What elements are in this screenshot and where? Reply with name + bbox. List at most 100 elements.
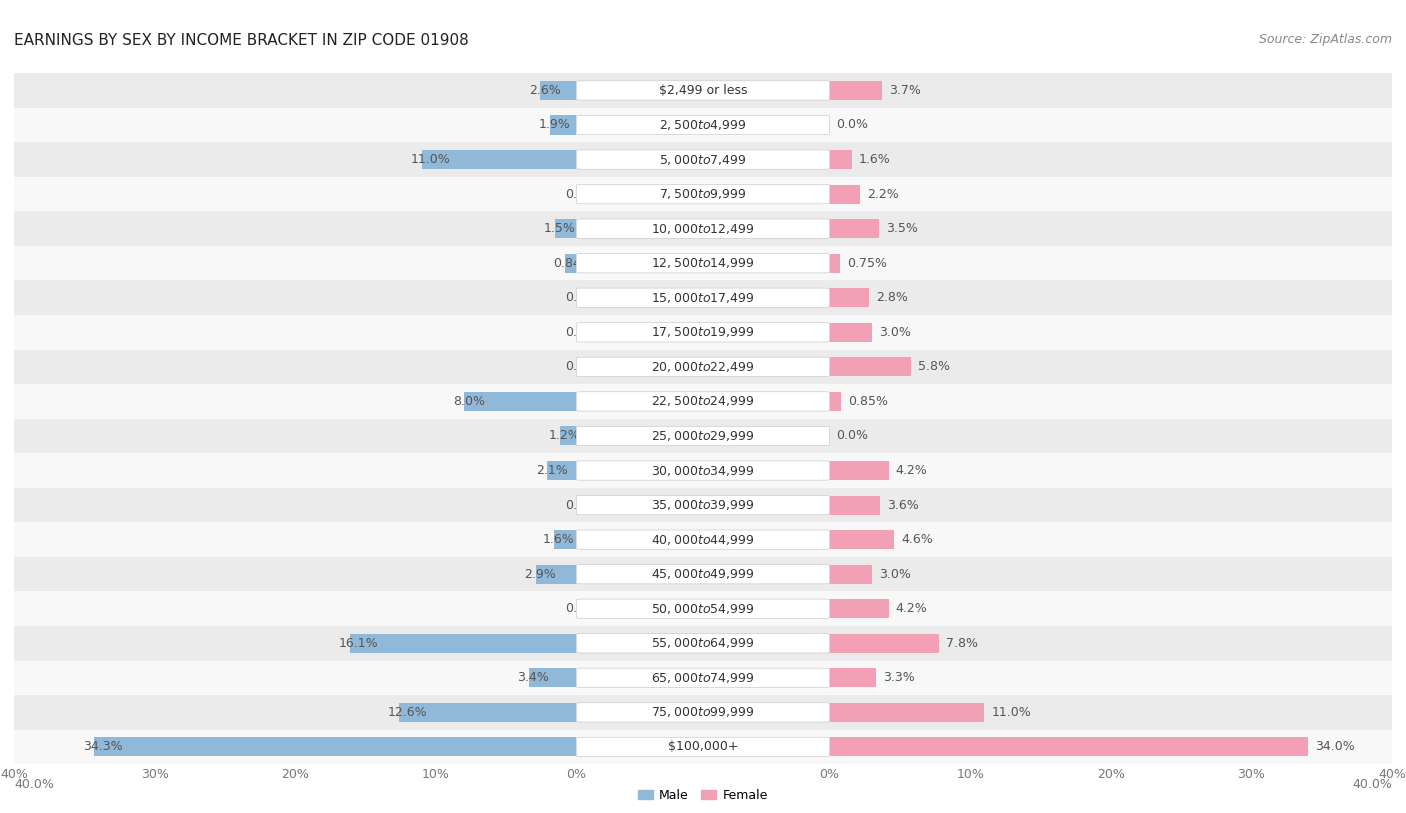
Text: $30,000 to $34,999: $30,000 to $34,999 [651,463,755,477]
Bar [830,211,1392,246]
Bar [529,668,576,687]
Legend: Male, Female: Male, Female [633,784,773,806]
Text: 0.0%: 0.0% [565,360,598,373]
Bar [399,703,576,722]
Text: 4.2%: 4.2% [896,602,928,615]
Bar [14,107,576,142]
Text: 0.0%: 0.0% [565,188,598,201]
Bar [14,315,576,350]
Bar [14,211,576,246]
Bar [550,115,576,134]
Bar [830,73,1392,107]
Bar [830,592,1392,626]
Bar [830,254,841,272]
Bar [830,703,984,722]
Text: 11.0%: 11.0% [991,706,1031,719]
FancyBboxPatch shape [576,461,830,480]
FancyBboxPatch shape [576,185,830,204]
Bar [576,454,830,488]
Text: 0.0%: 0.0% [565,326,598,339]
Text: 4.2%: 4.2% [896,464,928,477]
Bar [94,737,576,756]
FancyBboxPatch shape [576,80,830,100]
Bar [422,150,576,169]
FancyBboxPatch shape [576,702,830,722]
Bar [576,592,830,626]
Bar [14,73,576,107]
Bar [830,385,1392,419]
FancyBboxPatch shape [576,668,830,688]
Bar [830,737,1308,756]
Bar [830,454,1392,488]
Text: EARNINGS BY SEX BY INCOME BRACKET IN ZIP CODE 01908: EARNINGS BY SEX BY INCOME BRACKET IN ZIP… [14,33,468,47]
Bar [576,488,830,523]
Text: 0.0%: 0.0% [565,291,598,304]
Bar [576,73,830,107]
Text: $10,000 to $12,499: $10,000 to $12,499 [651,222,755,236]
Bar [576,626,830,660]
FancyBboxPatch shape [576,219,830,238]
Bar [576,419,830,454]
FancyBboxPatch shape [576,392,830,411]
Bar [540,81,576,100]
Bar [830,280,1392,315]
Text: 1.6%: 1.6% [859,153,891,166]
Text: $50,000 to $54,999: $50,000 to $54,999 [651,602,755,615]
Text: 4.6%: 4.6% [901,533,934,546]
Text: $65,000 to $74,999: $65,000 to $74,999 [651,671,755,685]
Text: $20,000 to $22,499: $20,000 to $22,499 [651,360,755,374]
FancyBboxPatch shape [576,426,830,446]
Bar [830,695,1392,730]
FancyBboxPatch shape [576,357,830,376]
Bar [830,461,889,480]
Text: 0.85%: 0.85% [849,395,889,408]
Bar [830,488,1392,523]
Bar [565,254,576,272]
Text: $55,000 to $64,999: $55,000 to $64,999 [651,637,755,650]
Text: $15,000 to $17,499: $15,000 to $17,499 [651,291,755,305]
Bar [14,350,576,385]
Bar [830,626,1392,660]
FancyBboxPatch shape [576,115,830,135]
Bar [830,107,1392,142]
Bar [14,660,576,695]
Bar [576,246,830,280]
Text: $45,000 to $49,999: $45,000 to $49,999 [651,567,755,581]
Text: 2.9%: 2.9% [524,567,557,580]
Text: $5,000 to $7,499: $5,000 to $7,499 [659,153,747,167]
Bar [830,358,911,376]
Text: 0.0%: 0.0% [837,119,869,132]
Bar [14,246,576,280]
Bar [464,392,576,411]
Bar [560,427,576,446]
Text: 0.84%: 0.84% [554,257,593,270]
Bar [576,385,830,419]
Text: $75,000 to $99,999: $75,000 to $99,999 [651,706,755,720]
Text: 0.0%: 0.0% [565,602,598,615]
Bar [14,385,576,419]
Text: 0.0%: 0.0% [565,498,598,511]
Text: $17,500 to $19,999: $17,500 to $19,999 [651,325,755,339]
Text: 12.6%: 12.6% [388,706,427,719]
Text: 1.2%: 1.2% [548,429,581,442]
Text: 11.0%: 11.0% [411,153,450,166]
Bar [555,220,576,238]
Bar [14,695,576,730]
Bar [14,592,576,626]
Text: 34.3%: 34.3% [83,741,122,754]
Text: $22,500 to $24,999: $22,500 to $24,999 [651,394,755,408]
Text: $35,000 to $39,999: $35,000 to $39,999 [651,498,755,512]
Text: Source: ZipAtlas.com: Source: ZipAtlas.com [1258,33,1392,46]
Bar [576,730,830,764]
Text: 7.8%: 7.8% [946,637,979,650]
FancyBboxPatch shape [576,599,830,619]
Bar [14,557,576,592]
Bar [14,523,576,557]
Text: 34.0%: 34.0% [1315,741,1354,754]
Bar [830,185,860,203]
Bar [536,565,576,584]
Bar [830,523,1392,557]
Bar [576,523,830,557]
FancyBboxPatch shape [576,288,830,307]
Bar [830,289,869,307]
